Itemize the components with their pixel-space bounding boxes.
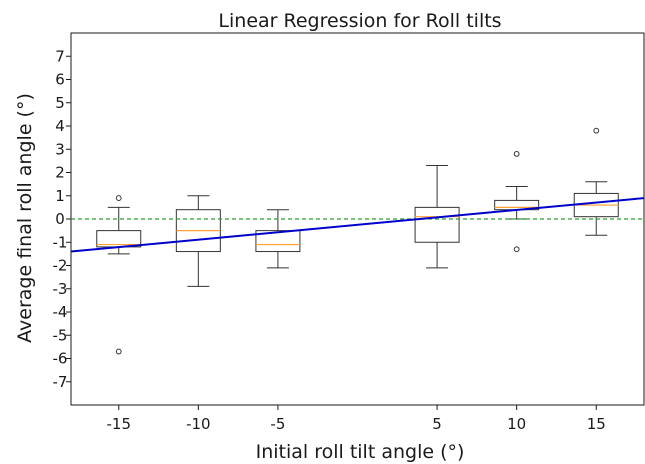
y-tick-label: 5 — [55, 94, 65, 112]
outlier-point — [513, 151, 520, 157]
box — [255, 230, 301, 253]
y-tick-label: -7 — [53, 373, 68, 391]
outlier-point — [115, 195, 122, 201]
y-tick-label: -3 — [53, 280, 68, 298]
y-tick-label: 6 — [55, 71, 65, 89]
y-tick-label: 7 — [55, 47, 65, 65]
y-tick-label: -5 — [53, 326, 68, 344]
y-tick-label: 2 — [55, 164, 65, 182]
y-tick-label: 3 — [55, 140, 65, 158]
y-tick-label: -6 — [53, 350, 68, 368]
y-tick-label: 1 — [55, 187, 65, 205]
y-tick-label: -1 — [53, 233, 68, 251]
y-tick-label: 0 — [55, 210, 65, 228]
x-tick-label: 5 — [432, 415, 442, 433]
chart-title: Linear Regression for Roll tilts — [218, 10, 501, 32]
y-axis-label: Average final roll angle (°) — [14, 93, 36, 343]
x-tick-label: -15 — [107, 415, 132, 433]
outlier-point — [593, 127, 600, 134]
box — [414, 206, 460, 243]
x-tick-label: -5 — [270, 415, 285, 433]
x-axis-label: Initial roll tilt angle (°) — [256, 441, 465, 463]
outlier-point — [513, 246, 520, 253]
x-tick-label: -10 — [186, 415, 211, 433]
x-tick-label: 15 — [587, 415, 606, 433]
outlier-point — [115, 348, 122, 355]
regression-line — [70, 197, 645, 253]
y-tick-label: -4 — [53, 303, 68, 321]
y-tick-label: -2 — [53, 257, 68, 275]
x-tick-label: 10 — [507, 415, 526, 433]
y-tick-label: 4 — [55, 117, 65, 135]
